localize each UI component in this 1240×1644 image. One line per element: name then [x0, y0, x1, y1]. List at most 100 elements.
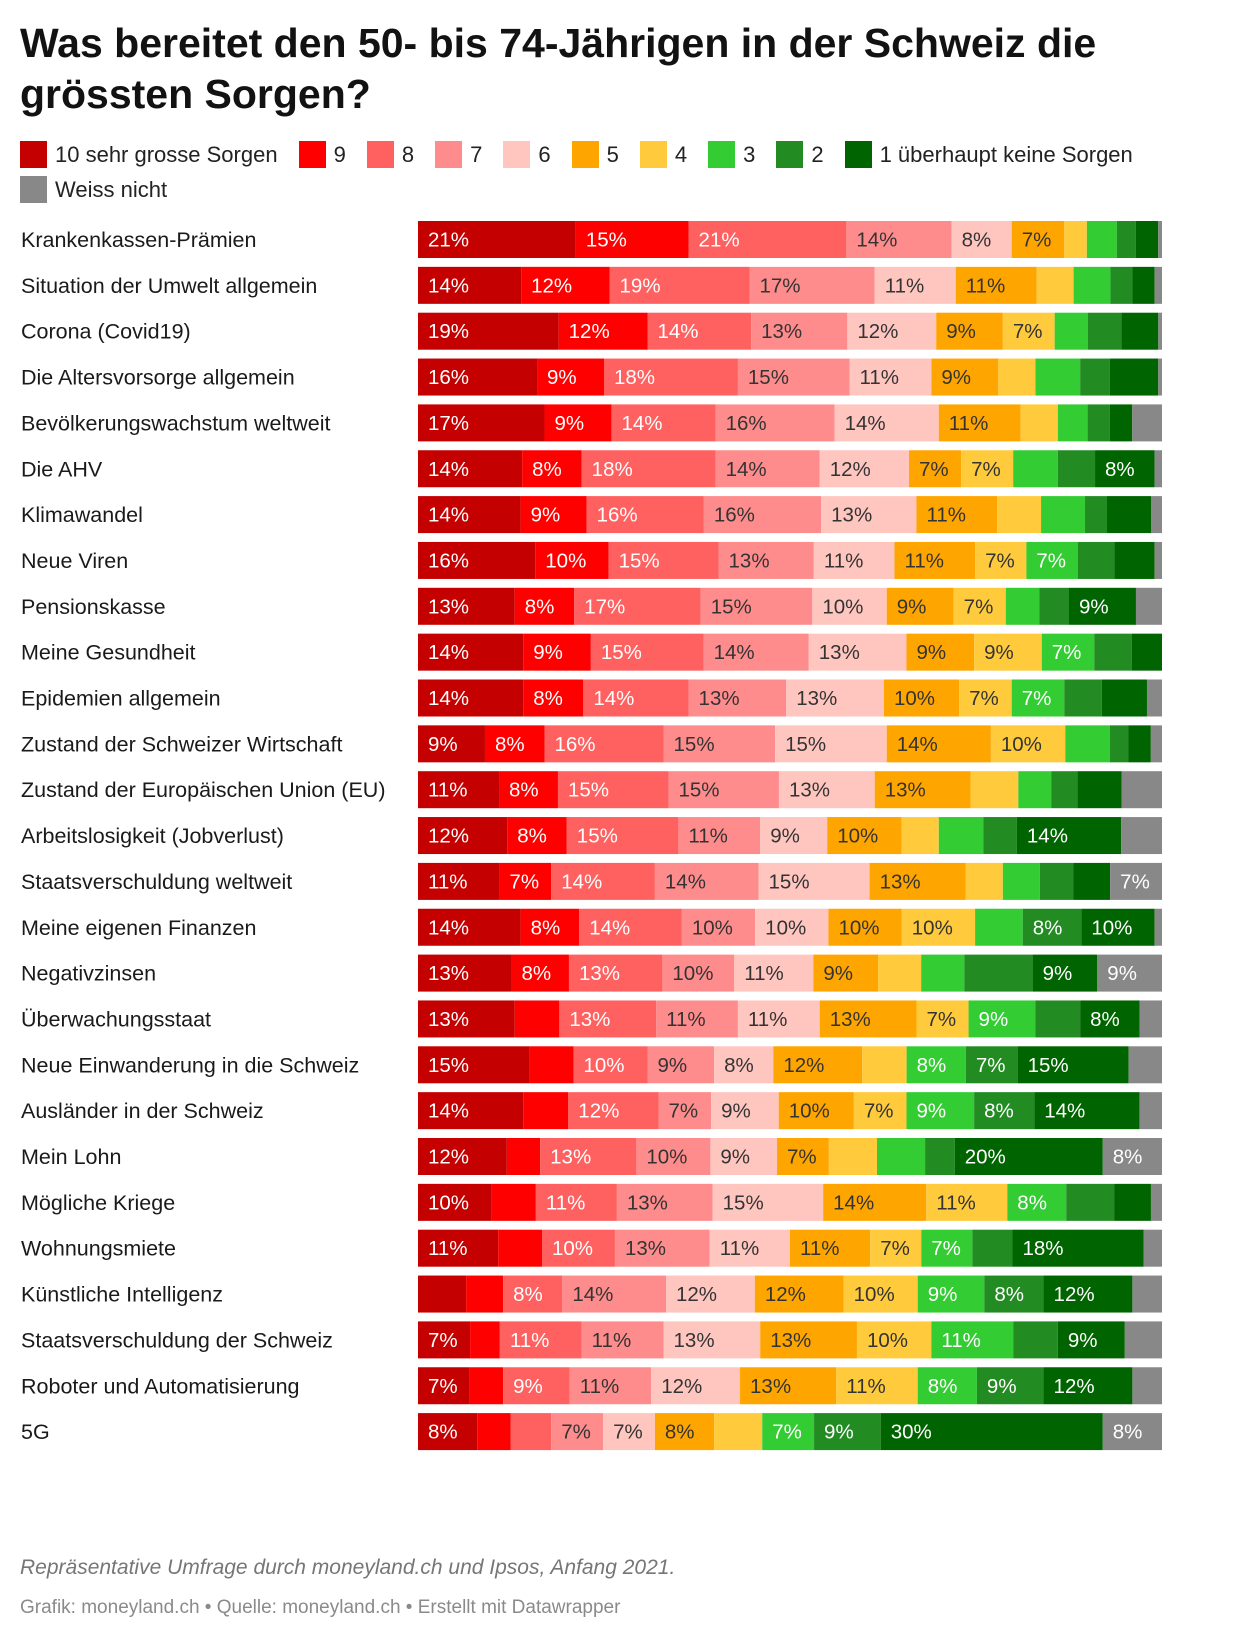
bar-segment [511, 954, 569, 992]
bar-value-label: 14% [1044, 1100, 1085, 1123]
bar-segment [666, 1275, 755, 1313]
bar-value-label: 9% [657, 1054, 687, 1077]
legend-label: 6 [538, 141, 551, 167]
bar-row: Arbeitslosigkeit (Jobverlust) 12% 8% 15% 11%… [21, 817, 1162, 855]
bar-segment [418, 817, 508, 855]
bar-value-label: 8% [1017, 1191, 1047, 1214]
bar-segment [491, 1183, 536, 1221]
bar-value-label: 16% [428, 549, 469, 572]
bar-value-label: 7% [428, 1375, 458, 1398]
bar-segment [418, 862, 500, 900]
row-label: Staatsverschuldung der Schweiz [21, 1328, 333, 1352]
bar-segment [1020, 404, 1058, 442]
bar-segment [557, 771, 669, 809]
bar-segment [1135, 221, 1159, 258]
bar-segment [523, 679, 584, 717]
bar-value-label: 11% [428, 870, 468, 893]
bar-segment [1095, 450, 1155, 488]
bar-segment [983, 817, 1017, 855]
bar-segment [1109, 404, 1133, 442]
bar-value-label: 10% [894, 687, 935, 710]
row-label: Epidemien allgemein [21, 687, 221, 711]
bar-value-label: 10% [1091, 916, 1132, 939]
bar-segment [568, 1092, 659, 1130]
bar-segment [1080, 358, 1110, 396]
bar-segment [579, 908, 682, 946]
bar-segment [762, 1413, 815, 1451]
bar-segment [523, 633, 591, 671]
bar-value-label: 15% [785, 733, 826, 756]
bar-row: Bevölkerungswachstum weltweit 17% 9% 14% 16%… [21, 404, 1162, 442]
bar-segment [926, 1183, 1008, 1221]
bar-value-label: 21% [428, 229, 469, 252]
bar-segment [1057, 450, 1096, 488]
bar-segment [938, 817, 984, 855]
bar-segment [503, 1275, 563, 1313]
bar-value-label: 8% [1113, 1146, 1143, 1169]
bar-value-label: 12% [676, 1283, 717, 1306]
bar-segment [1005, 587, 1040, 625]
bar-segment [1057, 1321, 1125, 1359]
bar-value-label: 14% [561, 870, 602, 893]
bar-value-label: 12% [578, 1100, 619, 1123]
legend-label: 3 [743, 141, 756, 167]
bar-value-label: 9% [428, 733, 458, 756]
bar-segment [737, 358, 850, 396]
bar-row: Klimawandel 14% 9% 16% 16% 13% 11% [21, 496, 1162, 534]
bar-value-label: 9% [1107, 962, 1137, 985]
bar-value-label: 13% [831, 504, 872, 527]
bar-segment [1032, 954, 1098, 992]
bar-segment [647, 1046, 715, 1084]
legend-label: 7 [470, 141, 483, 167]
bar-segment [968, 1000, 1036, 1038]
bar-segment [931, 358, 999, 396]
bar-value-label: 12% [428, 1146, 469, 1169]
bar-value-label: 7% [864, 1100, 894, 1123]
bar-value-label: 7% [1022, 229, 1052, 252]
bar-value-label: 8% [917, 1054, 947, 1077]
bar-segment [418, 404, 545, 442]
bar-value-label: 7% [969, 687, 999, 710]
bar-segment [951, 221, 1012, 258]
bar-segment [703, 633, 809, 671]
bar-value-label: 9% [928, 1283, 958, 1306]
bar-value-label: 9% [531, 504, 561, 527]
bar-value-label: 9% [554, 412, 584, 435]
bar-segment [965, 1046, 1018, 1084]
legend-swatch [503, 141, 531, 168]
bar-segment [856, 1321, 932, 1359]
bar-value-label: 10% [545, 549, 586, 572]
bar-value-label: 17% [428, 412, 469, 435]
bar-value-label: 9% [721, 1100, 751, 1123]
bar-segment [581, 450, 716, 488]
bar-segment [909, 450, 962, 488]
bar-segment [503, 1367, 570, 1405]
bar-value-label: 7% [976, 1054, 1006, 1077]
bar-value-label: 11% [580, 1375, 620, 1398]
bar-value-label: 9% [916, 1100, 946, 1123]
bar-segment [1012, 1229, 1144, 1267]
bar-value-label: 8% [525, 595, 555, 618]
bar-value-label: 13% [627, 1191, 668, 1214]
legend-label: 10 sehr grosse Sorgen [55, 141, 278, 167]
bar-value-label: 9% [824, 1421, 854, 1444]
bar-value-label: 7% [613, 1421, 643, 1444]
bar-value-label: 8% [962, 229, 992, 252]
bar-segment [574, 587, 701, 625]
bar-segment [828, 908, 902, 946]
bar-value-label: 7% [926, 1008, 956, 1031]
bar-segment [714, 1413, 763, 1451]
bar-segment [1080, 1000, 1140, 1038]
bar-segment [778, 771, 875, 809]
bar-value-label: 8% [994, 1283, 1024, 1306]
bar-segment [901, 817, 939, 855]
bar-segment [520, 496, 587, 534]
bar-value-label: 11% [885, 274, 925, 297]
bar-segment [583, 679, 689, 717]
bar-segment [1054, 312, 1088, 350]
bar-value-label: 12% [661, 1375, 702, 1398]
bar-segment [1086, 221, 1117, 258]
bar-segment [418, 908, 521, 946]
bar-row: Krankenkassen-Prämien 21% 15% 21% 14% 8% 7% [21, 221, 1162, 258]
bar-value-label: 9% [720, 1146, 750, 1169]
